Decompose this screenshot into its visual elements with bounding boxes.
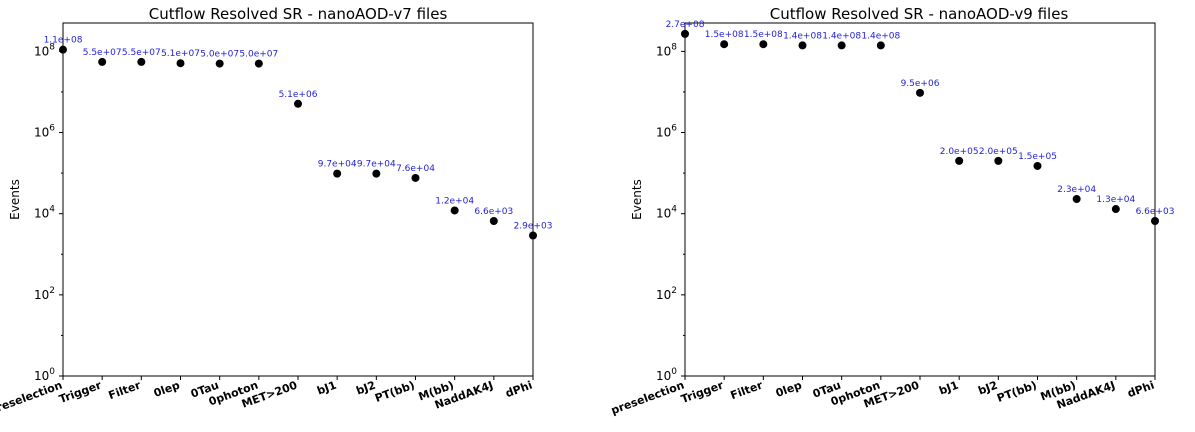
data-point <box>489 217 498 226</box>
data-point <box>529 231 537 240</box>
data-point <box>916 88 924 97</box>
data-label: 1.4e+08 <box>861 31 900 41</box>
data-point <box>137 57 146 66</box>
x-tick-label: bJ2 <box>976 379 999 398</box>
data-label: 2.7e+08 <box>666 20 705 30</box>
x-tick-label: PT(bb) <box>373 379 416 405</box>
x-tick-label: preselection <box>0 379 64 418</box>
data-label: 5.5e+07 <box>83 48 122 58</box>
data-label: 2.9e+03 <box>514 221 553 231</box>
x-tick-label: Filter <box>729 378 765 402</box>
x-tick-label: PT(bb) <box>995 379 1038 405</box>
data-point <box>1111 205 1120 214</box>
x-tick-label: preselection <box>609 379 686 418</box>
data-label: 5.0e+07 <box>200 50 239 60</box>
data-label: 6.6e+03 <box>1136 207 1175 217</box>
data-label: 5.5e+07 <box>122 48 161 58</box>
y-tick-label: 108 <box>34 42 55 58</box>
data-point <box>176 59 185 68</box>
data-point <box>798 41 807 50</box>
x-tick-label: 0lep <box>774 379 804 400</box>
data-label: 2.3e+04 <box>1057 185 1096 195</box>
data-point <box>59 45 67 54</box>
data-label: 5.0e+07 <box>239 50 278 60</box>
data-label: 7.6e+04 <box>396 164 435 174</box>
y-axis-label: Events <box>8 179 22 220</box>
x-tick-label: Trigger <box>679 378 725 406</box>
chart-panel-2: Cutflow Resolved SR - nanoAOD-v9 files Ev… <box>609 5 1174 417</box>
data-label: 5.1e+06 <box>279 90 318 100</box>
data-point <box>876 41 885 50</box>
x-tick-label: dPhi <box>1126 379 1156 401</box>
x-tick-label: bJ2 <box>354 379 377 398</box>
x-tick-label: Trigger <box>57 378 103 406</box>
x-tick-label: 0lep <box>152 379 182 400</box>
data-point <box>681 29 689 38</box>
data-point <box>837 41 846 50</box>
y-tick-label: 104 <box>656 205 677 221</box>
data-point <box>1033 161 1042 170</box>
data-point <box>215 59 224 68</box>
data-point <box>254 59 263 68</box>
data-label: 2.0e+05 <box>940 147 979 157</box>
data-point <box>955 156 964 165</box>
data-label: 9.7e+04 <box>357 160 396 170</box>
data-label: 1.5e+05 <box>1018 152 1057 162</box>
data-point <box>450 206 459 215</box>
y-tick-label: 106 <box>34 124 55 140</box>
data-label: 1.3e+04 <box>1096 195 1135 205</box>
data-point <box>333 169 342 178</box>
data-label: 9.7e+04 <box>318 160 357 170</box>
data-point <box>411 173 420 182</box>
y-tick-label: 108 <box>656 42 677 58</box>
data-label: 1.5e+08 <box>705 30 744 40</box>
data-point <box>372 169 381 178</box>
plot-frame <box>684 22 1156 377</box>
chart-title: Cutflow Resolved SR - nanoAOD-v7 files <box>149 5 448 23</box>
data-point <box>994 156 1003 165</box>
chart-title: Cutflow Resolved SR - nanoAOD-v9 files <box>770 5 1069 23</box>
data-label: 9.5e+06 <box>901 79 940 89</box>
x-tick-label: bJ1 <box>315 379 338 398</box>
data-label: 1.4e+08 <box>783 31 822 41</box>
x-tick-label: Filter <box>107 378 143 402</box>
data-point <box>720 40 729 49</box>
data-label: 5.1e+07 <box>161 49 200 59</box>
y-tick-label: 106 <box>656 124 677 140</box>
chart-panel-1: Cutflow Resolved SR - nanoAOD-v7 files Ev… <box>0 5 552 417</box>
data-label: 1.5e+08 <box>744 30 783 40</box>
x-tick-label: bJ1 <box>937 379 960 398</box>
data-label: 6.6e+03 <box>474 207 513 217</box>
data-point <box>1072 195 1081 204</box>
data-point <box>98 57 107 66</box>
y-axis-label: Events <box>630 179 644 220</box>
data-label: 2.0e+05 <box>979 147 1018 157</box>
y-tick-label: 102 <box>656 286 677 302</box>
y-tick-label: 100 <box>34 367 55 383</box>
data-label: 1.1e+08 <box>44 36 83 46</box>
y-tick-label: 102 <box>34 286 55 302</box>
data-point <box>294 99 302 108</box>
y-tick-label: 104 <box>34 205 55 221</box>
data-point <box>759 40 768 49</box>
x-tick-label: dPhi <box>504 379 534 401</box>
data-point <box>1151 217 1159 226</box>
data-label: 1.4e+08 <box>822 31 861 41</box>
data-label: 1.2e+04 <box>435 196 474 206</box>
y-tick-label: 100 <box>656 367 677 383</box>
